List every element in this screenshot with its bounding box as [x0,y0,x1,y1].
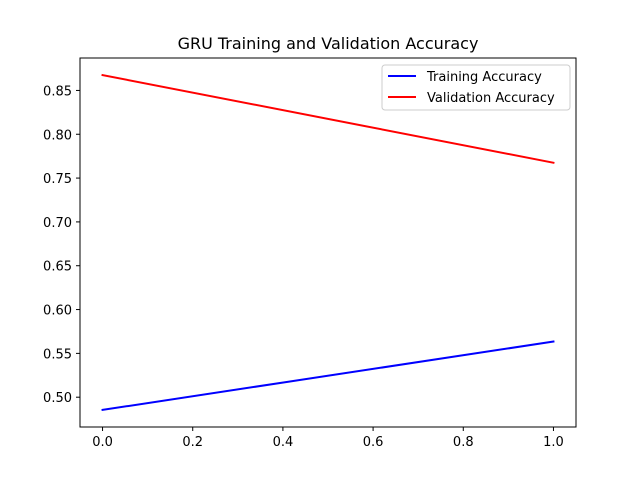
x-tick-label: 0.6 [363,435,384,450]
series-layer [101,73,555,412]
axes-layer: 0.0 0.2 0.4 0.6 0.8 1.0 0.50 0.55 0.60 0.65 0.70 0.… [43,57,577,450]
chart-title: GRU Training and Validation Accuracy [178,34,479,53]
x-tick-label: 0.0 [92,435,113,450]
y-tick-label: 0.60 [43,304,72,319]
series-line-validation [101,73,555,164]
y-tick-label: 0.85 [43,84,72,99]
y-tick-label: 0.50 [43,391,72,406]
y-tick-label: 0.70 [43,216,72,231]
y-tick-label: 0.55 [43,347,72,362]
x-tick-label: 0.8 [453,435,474,450]
y-tick-label: 0.80 [43,128,72,143]
axes-frame [79,57,577,428]
x-tick-label: 1.0 [543,435,564,450]
legend: Training Accuracy Validation Accuracy [381,64,571,111]
series-line-training [101,340,555,412]
x-tick-label: 0.4 [273,435,294,450]
legend-label-training: Training Accuracy [426,70,542,85]
legend-label-validation: Validation Accuracy [427,91,555,106]
legend-frame [381,64,571,111]
y-tick-label: 0.65 [43,260,72,275]
y-tick-label: 0.75 [43,172,72,187]
x-tick-label: 0.2 [182,435,203,450]
